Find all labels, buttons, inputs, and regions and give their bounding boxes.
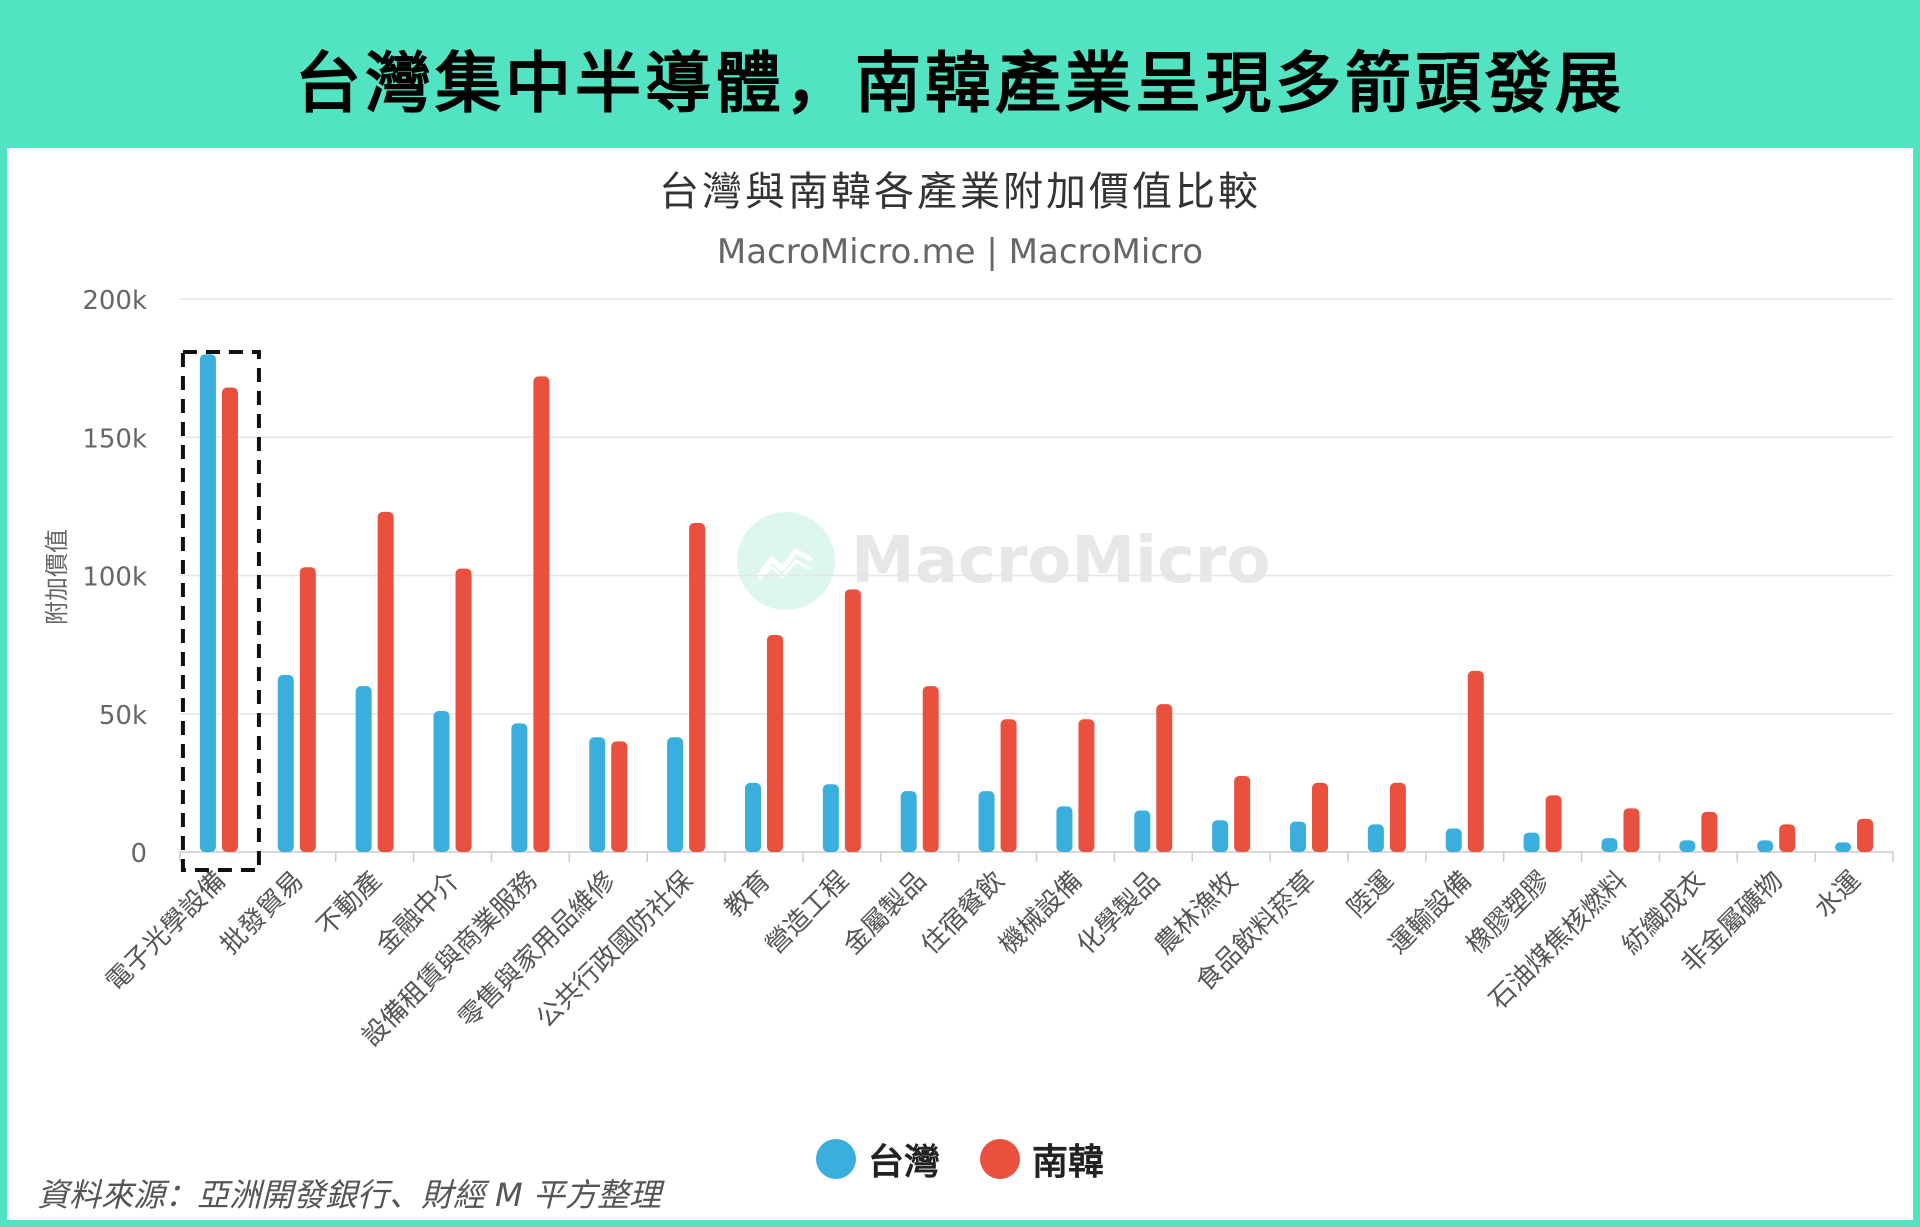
legend: 台灣 南韓 <box>7 1133 1913 1185</box>
bar-taiwan <box>1056 806 1073 852</box>
bar-taiwan <box>589 737 606 852</box>
bar-korea <box>689 522 706 852</box>
legend-label-taiwan: 台灣 <box>867 1142 940 1183</box>
x-tick-label: 陸運 <box>1342 866 1400 924</box>
bar-taiwan <box>900 791 917 852</box>
bar-taiwan <box>1523 832 1540 852</box>
bar-taiwan <box>978 791 995 852</box>
bar-korea <box>1000 719 1017 852</box>
header-banner: 台灣集中半導體，南韓產業呈現多箭頭發展 <box>7 7 1913 148</box>
bar-taiwan <box>199 354 216 852</box>
bar-korea <box>221 387 238 852</box>
macromicro-logo-icon <box>737 512 835 610</box>
bar-taiwan <box>355 686 372 852</box>
x-tick-label: 水運 <box>1809 866 1867 924</box>
x-tick-label: 教育 <box>719 866 777 924</box>
x-tick-label: 金屬製品 <box>838 866 933 961</box>
bar-korea <box>1779 824 1796 852</box>
legend-label-korea: 南韓 <box>1032 1142 1105 1183</box>
watermark: MacroMicro <box>737 512 1270 610</box>
y-axis-label: 附加價值 <box>43 529 71 625</box>
x-tick-label: 機械設備 <box>994 866 1089 961</box>
bar-korea <box>1545 795 1562 852</box>
x-tick-label: 住宿餐飲 <box>916 866 1011 961</box>
bar-taiwan <box>744 782 761 852</box>
x-tick-label: 電子光學設備 <box>100 866 232 998</box>
x-tick-label: 運輸設備 <box>1383 866 1478 961</box>
y-tick-label: 100k <box>82 563 147 593</box>
page-title: 台灣集中半導體，南韓產業呈現多箭頭發展 <box>295 44 1625 122</box>
bar-korea <box>766 634 783 852</box>
x-tick-label: 批發貿易 <box>215 866 310 961</box>
highlight-box <box>180 350 261 872</box>
chart-subtitle: MacroMicro.me | MacroMicro <box>716 232 1204 272</box>
bar-korea <box>1389 782 1406 852</box>
watermark-text: MacroMicro <box>851 524 1271 598</box>
legend-item-taiwan[interactable]: 台灣 <box>815 1133 940 1185</box>
bar-korea <box>533 376 550 852</box>
chart-title: 台灣與南韓各產業附加價值比較 <box>659 169 1261 215</box>
bar-korea <box>1156 704 1173 852</box>
bar-taiwan <box>1212 820 1229 852</box>
bar-taiwan <box>667 737 684 852</box>
bar-taiwan <box>1679 840 1696 852</box>
x-tick-label: 化學製品 <box>1071 866 1166 961</box>
bar-taiwan <box>277 675 294 852</box>
bar-korea <box>1312 782 1329 852</box>
legend-dot-korea <box>980 1139 1020 1179</box>
source-note: 資料來源：亞洲開發銀行、財經 M 平方整理 <box>37 1176 661 1214</box>
bar-korea <box>922 686 939 852</box>
bar-korea <box>1623 808 1640 852</box>
bar-korea <box>844 589 861 852</box>
legend-dot-taiwan <box>815 1139 856 1179</box>
y-tick-label: 200k <box>82 286 147 316</box>
bar-taiwan <box>433 710 450 852</box>
x-tick-label: 營造工程 <box>760 866 855 961</box>
bar-taiwan <box>511 723 528 852</box>
bar-korea <box>377 511 394 852</box>
bar-korea <box>1078 719 1095 852</box>
bar-korea <box>1467 670 1484 852</box>
x-tick-label: 不動產 <box>311 866 387 942</box>
legend-item-korea[interactable]: 南韓 <box>980 1133 1104 1185</box>
bar-korea <box>611 741 628 852</box>
y-tick-label: 0 <box>130 839 147 869</box>
bar-taiwan <box>1835 842 1852 852</box>
x-tick-label: 石油煤焦核燃料 <box>1484 866 1634 1016</box>
bar-taiwan <box>1445 828 1462 852</box>
bar-taiwan <box>1601 838 1618 852</box>
bar-taiwan <box>822 784 839 852</box>
bar-taiwan <box>1367 824 1384 852</box>
y-tick-label: 50k <box>99 701 147 731</box>
bar-korea <box>299 567 316 852</box>
bar-korea <box>1234 775 1251 852</box>
bar-korea <box>1857 818 1874 852</box>
bar-taiwan <box>1290 821 1307 852</box>
bar-taiwan <box>1757 840 1774 852</box>
bar-korea <box>1701 811 1718 852</box>
bar-taiwan <box>1134 810 1151 852</box>
y-tick-label: 150k <box>82 424 147 454</box>
bar-korea <box>455 568 472 852</box>
